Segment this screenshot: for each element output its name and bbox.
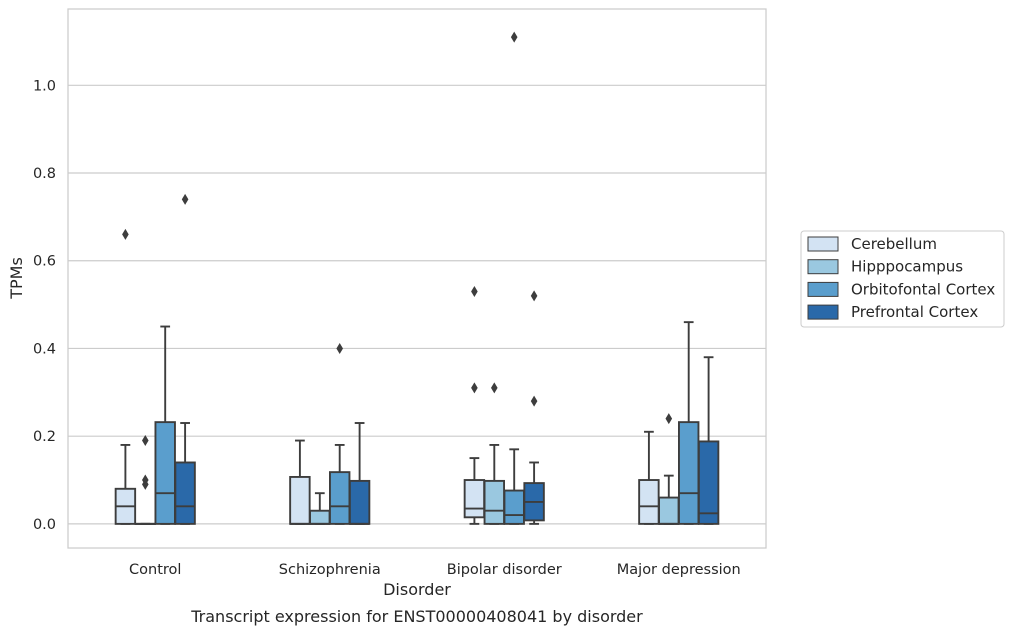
outlier-point <box>142 474 149 486</box>
box-iqr <box>638 479 660 525</box>
box-orbitofontal-cortex <box>154 325 176 525</box>
box-prefrontal-cortex <box>523 290 545 525</box>
box-iqr <box>678 421 700 525</box>
legend-label: Cerebellum <box>851 235 937 253</box>
box-iqr <box>483 479 505 525</box>
x-tick-label: Bipolar disorder <box>447 562 562 578</box>
chart-caption: Transcript expression for ENST0000040804… <box>190 607 643 626</box>
legend-frame <box>800 230 1005 328</box>
box-hipppocampus <box>483 382 505 525</box>
box-cerebellum <box>638 430 660 525</box>
box-cerebellum <box>289 439 311 525</box>
legend: Cerebellum Hipppocampus Orbitofontal Corte… <box>800 230 1005 328</box>
box-iqr <box>697 440 720 525</box>
box-hipppocampus <box>134 435 157 525</box>
outlier-point <box>142 435 149 447</box>
outlier-point <box>122 228 129 240</box>
box-iqr <box>329 471 351 525</box>
outlier-point <box>530 290 538 302</box>
y-tick-label: 0.6 <box>33 254 56 270</box>
x-tick-label: Control <box>129 562 181 578</box>
box-iqr <box>154 421 176 525</box>
x-tick-label: Schizophrenia <box>279 562 381 578</box>
outlier-point <box>471 382 478 394</box>
y-tick-label: 0.4 <box>33 341 56 357</box>
outlier-point <box>665 413 673 425</box>
box-iqr <box>463 479 486 519</box>
outlier-point <box>471 285 478 297</box>
outlier-point <box>491 382 498 394</box>
outlier-point <box>336 342 343 354</box>
box-iqr <box>348 479 371 525</box>
box-iqr <box>503 489 525 525</box>
legend-swatch <box>807 236 839 252</box>
legend-label: Prefrontal Cortex <box>851 303 978 321</box>
legend-label: Orbitofontal Cortex <box>851 280 995 298</box>
y-tick-label: 0.8 <box>33 166 56 182</box>
plot-frame <box>67 8 767 549</box>
box-hipppocampus <box>658 413 680 525</box>
box-iqr <box>174 461 196 525</box>
box-iqr <box>289 476 311 525</box>
box-orbitofontal-cortex <box>329 342 351 525</box>
box-hipppocampus <box>309 492 331 525</box>
box-orbitofontal-cortex <box>503 31 525 525</box>
box-cerebellum <box>463 285 486 525</box>
box-iqr <box>658 496 680 525</box>
x-tick-label: Major depression <box>617 562 741 578</box>
box-series <box>114 31 720 525</box>
box-prefrontal-cortex <box>174 193 196 525</box>
x-tick-labels: Control Schizophrenia Bipolar disorder Majo… <box>129 562 741 578</box>
legend-swatch <box>807 281 839 297</box>
box-prefrontal-cortex <box>697 356 720 525</box>
outlier-point <box>530 395 538 407</box>
y-axis-label: TPMs <box>7 257 26 300</box>
box-orbitofontal-cortex <box>678 321 700 525</box>
box-prefrontal-cortex <box>348 422 371 525</box>
y-tick-labels: 0.0 0.2 0.4 0.6 0.8 1.0 <box>33 78 56 533</box>
y-tick-label: 1.0 <box>33 78 56 94</box>
box-cerebellum <box>114 228 137 525</box>
legend-swatch <box>807 304 839 320</box>
outlier-point <box>510 31 518 43</box>
y-tick-label: 0.2 <box>33 429 56 445</box>
legend-swatch <box>807 259 839 275</box>
outlier-point <box>181 193 189 205</box>
legend-label: Hipppocampus <box>851 258 963 276</box>
box-iqr <box>309 509 331 525</box>
y-tick-label: 0.0 <box>33 517 56 533</box>
x-axis-label: Disorder <box>383 580 451 599</box>
